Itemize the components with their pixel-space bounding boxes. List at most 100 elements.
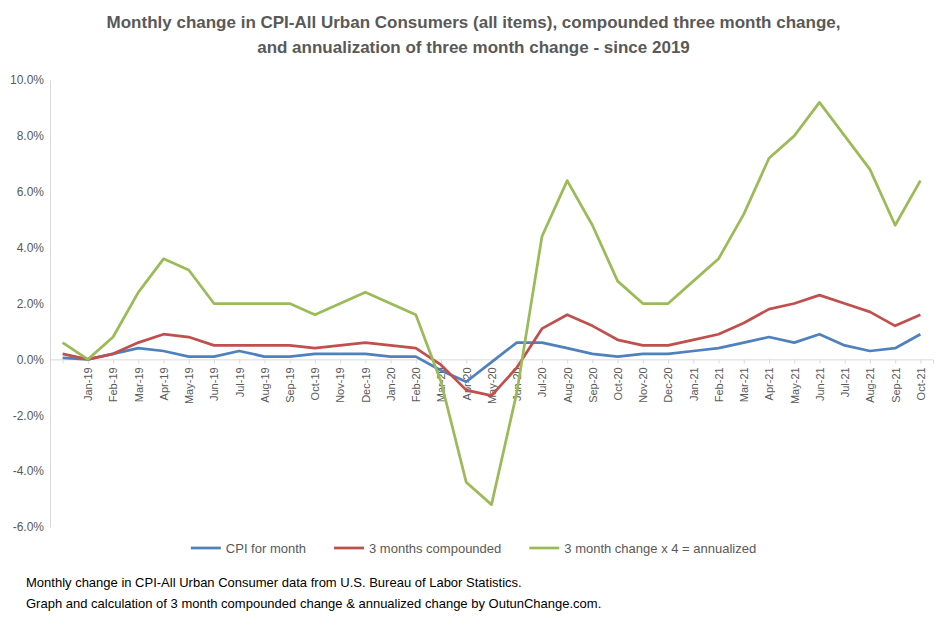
x-tick-mark: [264, 359, 265, 363]
x-tick: Dec-20: [662, 359, 674, 402]
x-tick-label: Nov-19: [334, 367, 346, 402]
legend-swatch: [334, 547, 364, 550]
x-tick: Jan-21: [688, 359, 700, 401]
x-tick: Sep-21: [890, 359, 902, 402]
x-tick-mark: [138, 359, 139, 363]
x-tick-mark: [744, 359, 745, 363]
x-tick-label: Dec-20: [662, 367, 674, 402]
x-tick-label: May-19: [183, 367, 195, 404]
x-tick-label: Aug-21: [864, 367, 876, 402]
x-tick-label: Apr-20: [461, 367, 473, 400]
x-tick: Jul-21: [839, 359, 851, 397]
x-tick: Aug-21: [864, 359, 876, 402]
x-tick-label: Dec-19: [360, 367, 372, 402]
x-tick-mark: [542, 359, 543, 363]
x-tick-label: Jun-19: [208, 367, 220, 401]
x-tick-mark: [517, 359, 518, 363]
y-axis: -6.0% -4.0% -2.0% 0.0% 2.0% 4.0% 6.0% 8.0% 10.0%: [10, 73, 51, 534]
x-tick-mark: [340, 359, 341, 363]
x-tick-label: Jul-19: [234, 367, 246, 397]
x-tick-label: Nov-20: [637, 367, 649, 402]
y-tick-label: -6.0%: [13, 520, 45, 534]
legend: CPI for month 3 months compounded 3 month …: [191, 541, 756, 556]
y-tick: -4.0%: [13, 464, 50, 478]
x-tick-label: Aug-20: [562, 367, 574, 402]
y-tick: 10.0%: [10, 73, 50, 87]
series-line: [63, 334, 921, 381]
y-tick: 8.0%: [17, 129, 50, 143]
footnote: Monthly change in CPI-All Urban Consumer…: [26, 575, 522, 590]
legend-item: 3 month change x 4 = annualized: [529, 541, 756, 556]
x-tick-label: Jun-21: [814, 367, 826, 401]
x-tick-label: Feb-19: [107, 367, 119, 402]
y-tick-label: 8.0%: [17, 129, 45, 143]
x-tick: Jan-20: [385, 359, 397, 401]
y-tick: -2.0%: [13, 409, 50, 423]
x-tick-label: Feb-21: [713, 367, 725, 402]
x-tick: Jan-19: [82, 359, 94, 401]
x-tick-mark: [719, 359, 720, 363]
x-tick-label: Jan-19: [82, 367, 94, 401]
x-tick: Feb-19: [107, 359, 119, 402]
footnote: Graph and calculation of 3 month compoun…: [26, 596, 601, 611]
x-tick: Apr-19: [158, 359, 170, 400]
x-tick-label: Sep-21: [890, 367, 902, 402]
x-tick-label: Jan-20: [385, 367, 397, 401]
x-tick: Dec-19: [360, 359, 372, 402]
y-tick-label: -4.0%: [13, 464, 45, 478]
legend-label: 3 months compounded: [369, 541, 501, 556]
x-tick: Feb-20: [410, 359, 422, 402]
y-tick-label: 2.0%: [17, 297, 45, 311]
x-tick: Sep-19: [284, 359, 296, 402]
legend-item: CPI for month: [191, 541, 306, 556]
x-tick-label: Oct-20: [612, 367, 624, 400]
x-tick-mark: [441, 359, 442, 363]
x-tick-mark: [239, 359, 240, 363]
y-tick: 0.0%: [17, 353, 50, 367]
y-tick-label: -2.0%: [13, 409, 45, 423]
x-tick: Oct-19: [309, 359, 321, 400]
x-tick: Jun-21: [814, 359, 826, 401]
y-tick: 6.0%: [17, 185, 50, 199]
x-tick: Aug-20: [562, 359, 574, 402]
x-tick: Oct-21: [915, 359, 927, 400]
x-tick-mark: [819, 359, 820, 363]
x-tick: May-21: [789, 359, 801, 404]
x-tick-label: Mar-19: [133, 367, 145, 402]
x-tick-label: Sep-19: [284, 367, 296, 402]
x-tick: May-19: [183, 359, 195, 404]
x-tick-mark: [416, 359, 417, 363]
x-tick-label: Mar-21: [738, 367, 750, 402]
x-tick-mark: [365, 359, 366, 363]
x-tick: [63, 359, 64, 363]
x-tick-mark: [895, 359, 896, 363]
x-tick-mark: [164, 359, 165, 363]
x-tick-label: Jan-21: [688, 367, 700, 401]
x-tick-mark: [794, 359, 795, 363]
x-tick: Nov-19: [334, 359, 346, 402]
x-tick-label: Jul-21: [839, 367, 851, 397]
x-tick-label: May-20: [486, 367, 498, 404]
lines: [63, 102, 921, 504]
background: [0, 0, 947, 633]
x-tick-label: Jul-20: [536, 367, 548, 397]
x-tick-mark: [315, 359, 316, 363]
legend-label: CPI for month: [226, 541, 306, 556]
x-tick: Nov-20: [637, 359, 649, 402]
x-tick-mark: [214, 359, 215, 363]
x-tick: Oct-20: [612, 359, 624, 400]
title: Monthly change in CPI-All Urban Consumer…: [107, 13, 841, 57]
title-line: and annualization of three month change …: [257, 38, 690, 57]
x-tick-mark: [769, 359, 770, 363]
x-tick: Mar-19: [133, 359, 145, 402]
x-tick-label: May-21: [789, 367, 801, 404]
x-tick-mark: [391, 359, 392, 363]
x-tick-label: Oct-21: [915, 367, 927, 400]
x-tick-label: Oct-19: [309, 367, 321, 400]
x-tick-mark: [290, 359, 291, 363]
x-tick: Jun-19: [208, 359, 220, 401]
x-tick-mark: [592, 359, 593, 363]
y-tick-label: 4.0%: [17, 241, 45, 255]
x-tick-label: Apr-19: [158, 367, 170, 400]
x-tick-mark: [567, 359, 568, 363]
